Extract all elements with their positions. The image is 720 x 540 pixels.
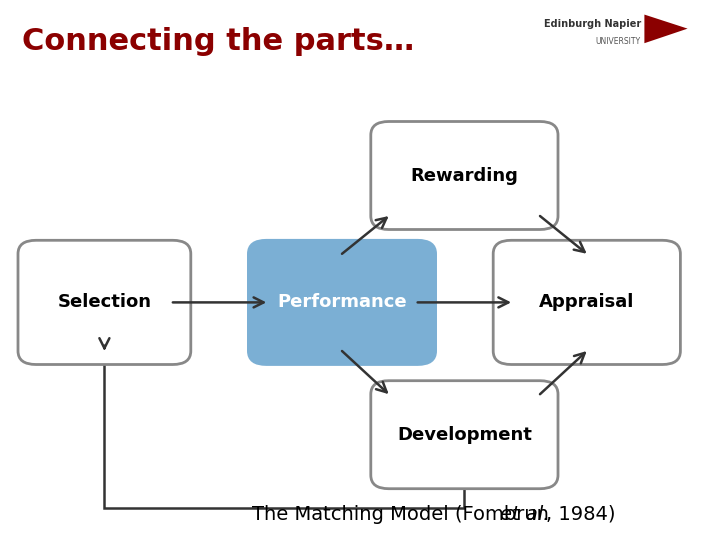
Text: UNIVERSITY: UNIVERSITY (595, 37, 641, 46)
Text: Development: Development (397, 426, 532, 444)
FancyBboxPatch shape (18, 240, 191, 364)
FancyBboxPatch shape (371, 381, 558, 489)
Text: , 1984): , 1984) (546, 505, 616, 524)
Text: Edinburgh Napier: Edinburgh Napier (544, 19, 641, 29)
Text: Connecting the parts…: Connecting the parts… (22, 27, 414, 56)
FancyBboxPatch shape (371, 122, 558, 230)
Text: et al.: et al. (500, 505, 550, 524)
FancyBboxPatch shape (493, 240, 680, 364)
Text: Performance: Performance (277, 293, 407, 312)
Text: The Matching Model (Fombrun: The Matching Model (Fombrun (252, 505, 555, 524)
Text: Selection: Selection (58, 293, 151, 312)
Polygon shape (644, 15, 688, 43)
Text: Appraisal: Appraisal (539, 293, 634, 312)
Text: Rewarding: Rewarding (410, 166, 518, 185)
FancyBboxPatch shape (248, 240, 436, 364)
